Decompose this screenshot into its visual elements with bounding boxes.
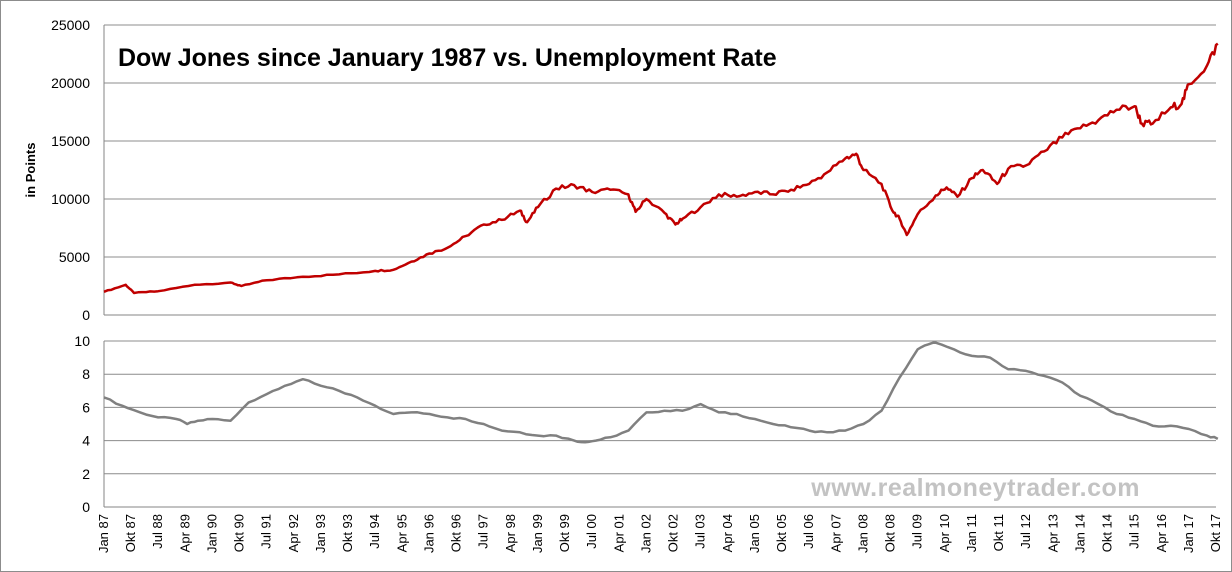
top-y-tick-label: 10000: [51, 191, 90, 207]
x-tick-label: Jan 87: [96, 514, 111, 553]
x-tick-label: Apr 89: [177, 514, 192, 552]
x-tick-label: Okt 08: [883, 514, 898, 552]
x-tick-label: Jul 94: [367, 514, 382, 549]
x-tick-label: Okt 05: [774, 514, 789, 552]
x-tick-label: Jan 96: [421, 514, 436, 553]
top-y-ticks: 0 5000 10000 15000 20000 25000: [51, 17, 90, 323]
x-tick-label: Jan 08: [855, 514, 870, 553]
x-tick-label: Jul 03: [693, 514, 708, 549]
x-tick-label: Okt 93: [340, 514, 355, 552]
x-tick-label: Okt 90: [232, 514, 247, 552]
bottom-y-tick-label: 8: [82, 366, 90, 382]
x-tick-label: Jul 97: [476, 514, 491, 549]
top-y-tick-label: 15000: [51, 133, 90, 149]
top-y-tick-label: 5000: [59, 249, 90, 265]
x-ticks: Jan 87 Okt 87 Jul 88 Apr 89 Jan 90 Okt 90 Jul …: [96, 514, 1223, 553]
x-tick-label: Apr 10: [937, 514, 952, 552]
x-tick-label: Okt 14: [1100, 514, 1115, 552]
x-tick-label: Apr 92: [286, 514, 301, 552]
x-tick-label: Okt 99: [557, 514, 572, 552]
bottom-y-tick-label: 0: [82, 499, 90, 515]
top-y-tick-label: 25000: [51, 17, 90, 33]
x-tick-label: Jul 06: [801, 514, 816, 549]
x-tick-label: Jul 12: [1018, 514, 1033, 549]
top-y-tick-label: 20000: [51, 75, 90, 91]
chart-title: Dow Jones since January 1987 vs. Unemplo…: [118, 44, 777, 72]
x-tick-label: Jan 11: [964, 514, 979, 552]
x-tick-label: Jul 00: [584, 514, 599, 549]
x-tick-label: Okt 87: [123, 514, 138, 552]
x-tick-label: Jan 90: [204, 514, 219, 553]
x-tick-label: Jan 17: [1181, 514, 1196, 553]
unemployment-series-line: [104, 343, 1218, 443]
x-tick-label: Apr 98: [503, 514, 518, 552]
x-tick-label: Okt 96: [449, 514, 464, 552]
x-tick-label: Jul 91: [259, 514, 274, 549]
x-tick-label: Apr 95: [394, 514, 409, 552]
x-tick-label: Jul 09: [910, 514, 925, 549]
x-tick-label: Jan 05: [747, 514, 762, 553]
bottom-y-tick-label: 2: [82, 466, 90, 482]
x-tick-label: Apr 13: [1045, 514, 1060, 552]
bottom-y-tick-label: 10: [74, 333, 90, 349]
x-tick-label: Apr 04: [720, 514, 735, 552]
x-tick-label: Jan 93: [313, 514, 328, 553]
dow-jones-series-line: [104, 44, 1218, 293]
x-tick-label: Apr 01: [611, 514, 626, 552]
bottom-y-tick-label: 4: [82, 433, 90, 449]
bottom-y-ticks: 0 2 4 6 8 10: [74, 333, 90, 515]
x-tick-label: Okt 17: [1208, 514, 1223, 552]
y-axis-label: in Points: [23, 143, 38, 198]
x-tick-label: Jan 02: [638, 514, 653, 553]
x-tick-label: Jul 88: [150, 514, 165, 549]
x-tick-label: Okt 02: [666, 514, 681, 552]
x-tick-label: Jan 14: [1072, 514, 1087, 553]
x-tick-label: Apr 16: [1154, 514, 1169, 552]
watermark-text: www.realmoneytrader.com: [810, 474, 1140, 502]
bottom-grid: [104, 341, 1216, 474]
top-y-tick-label: 0: [82, 307, 90, 323]
x-tick-label: Apr 07: [828, 514, 843, 552]
x-tick-label: Okt 11: [991, 514, 1006, 551]
bottom-y-tick-label: 6: [82, 399, 90, 415]
x-tick-label: Jul 15: [1127, 514, 1142, 549]
x-tick-label: Jan 99: [530, 514, 545, 553]
